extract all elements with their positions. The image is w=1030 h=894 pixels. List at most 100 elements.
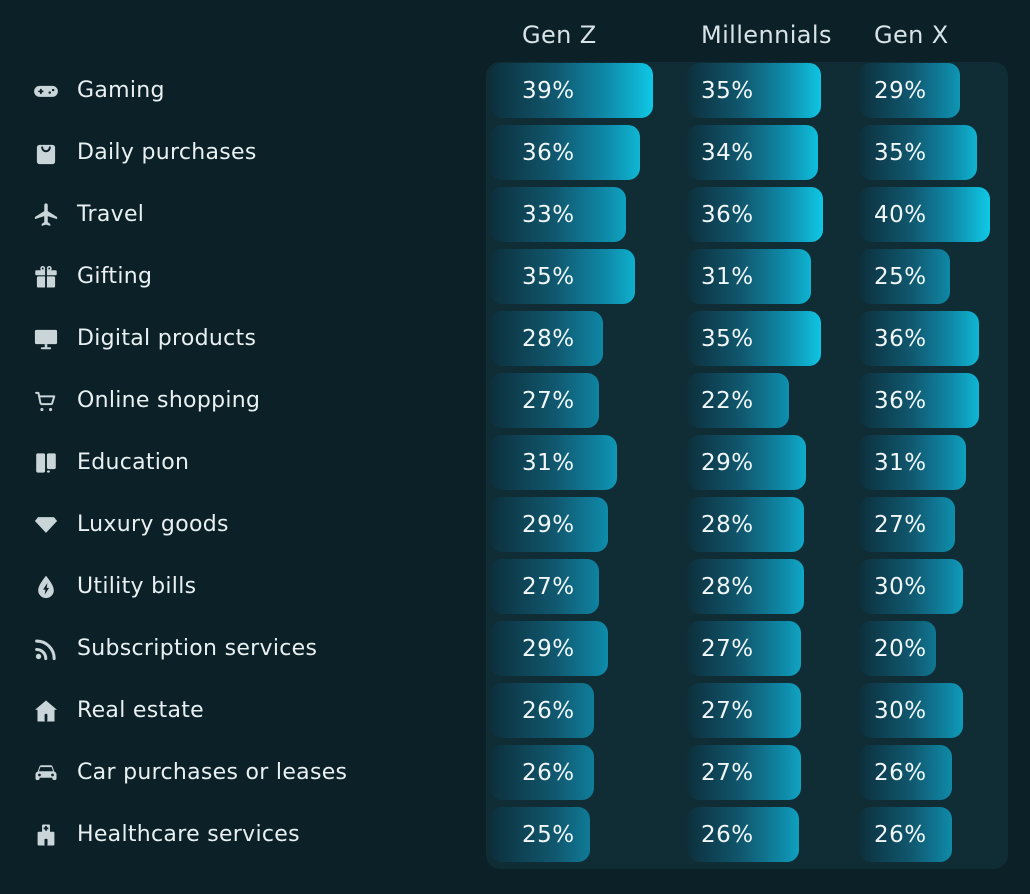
value-bar <box>859 435 966 490</box>
bar-value-label: 30% <box>874 559 927 614</box>
gem-icon <box>32 511 60 539</box>
value-bar <box>859 559 963 614</box>
bar-value-unit: % <box>731 139 754 166</box>
value-bar <box>859 125 977 180</box>
bar-value-unit: % <box>904 573 927 600</box>
value-bar <box>687 63 821 118</box>
bar-value-unit: % <box>552 573 575 600</box>
bar-value-unit: % <box>552 139 575 166</box>
bar-value-label: 26% <box>701 807 754 862</box>
value-bar <box>859 807 952 862</box>
hospital-icon <box>32 821 60 849</box>
bar-value-unit: % <box>552 77 575 104</box>
category-label: Gaming <box>77 78 165 103</box>
bar-value-unit: % <box>552 759 575 786</box>
bar-value-number: 35 <box>701 325 732 352</box>
value-bar <box>859 497 955 552</box>
value-bar <box>490 807 590 862</box>
column-header-gen-x: Gen X <box>874 21 949 49</box>
bar-value-number: 36 <box>522 139 553 166</box>
car-icon <box>32 759 60 787</box>
bar-value-label: 27% <box>522 559 575 614</box>
rss-icon <box>32 635 60 663</box>
bar-value-number: 29 <box>522 511 553 538</box>
value-bar <box>490 683 594 738</box>
value-bar <box>490 125 640 180</box>
bar-value-number: 20 <box>874 635 905 662</box>
bar-value-label: 27% <box>701 683 754 738</box>
bar-value-label: 25% <box>522 807 575 862</box>
bar-value-unit: % <box>904 325 927 352</box>
bar-value-label: 29% <box>522 497 575 552</box>
bar-value-unit: % <box>552 511 575 538</box>
bar-value-label: 31% <box>701 249 754 304</box>
bar-value-unit: % <box>731 387 754 414</box>
bar-value-number: 28 <box>701 573 732 600</box>
bar-value-number: 31 <box>874 449 905 476</box>
bar-value-number: 22 <box>701 387 732 414</box>
bar-value-label: 35% <box>701 63 754 118</box>
bar-value-number: 27 <box>701 759 732 786</box>
bar-value-number: 26 <box>874 759 905 786</box>
value-bar <box>687 683 801 738</box>
category-label: Gifting <box>77 264 153 289</box>
value-bar <box>490 497 608 552</box>
bar-value-unit: % <box>731 821 754 848</box>
category-label: Luxury goods <box>77 512 229 537</box>
bar-value-number: 27 <box>874 511 905 538</box>
category-label: Travel <box>77 202 145 227</box>
bar-value-number: 29 <box>522 635 553 662</box>
bar-value-unit: % <box>731 325 754 352</box>
gift-icon <box>32 263 60 291</box>
bar-value-number: 27 <box>701 635 732 662</box>
bar-value-unit: % <box>904 449 927 476</box>
bar-value-number: 31 <box>701 263 732 290</box>
bar-value-unit: % <box>731 449 754 476</box>
bar-value-unit: % <box>904 387 927 414</box>
bar-value-label: 31% <box>874 435 927 490</box>
bar-value-number: 30 <box>874 697 905 724</box>
bar-value-unit: % <box>904 201 927 228</box>
bar-value-number: 40 <box>874 201 905 228</box>
bar-value-label: 25% <box>874 249 927 304</box>
bar-value-label: 28% <box>522 311 575 366</box>
bar-value-unit: % <box>731 201 754 228</box>
plane-icon <box>32 201 60 229</box>
bar-value-unit: % <box>904 511 927 538</box>
category-label: Digital products <box>77 326 257 351</box>
bar-value-label: 35% <box>874 125 927 180</box>
bar-value-unit: % <box>731 263 754 290</box>
bar-value-number: 26 <box>522 697 553 724</box>
value-bar <box>687 187 823 242</box>
bar-value-unit: % <box>904 759 927 786</box>
value-bar <box>859 683 963 738</box>
category-label: Utility bills <box>77 574 197 599</box>
bar-value-label: 28% <box>701 497 754 552</box>
value-bar <box>687 745 801 800</box>
shopping-bag-icon <box>32 139 60 167</box>
value-bar <box>490 559 599 614</box>
bar-value-number: 26 <box>874 821 905 848</box>
bar-value-number: 27 <box>701 697 732 724</box>
category-label: Healthcare services <box>77 822 300 847</box>
category-label: Online shopping <box>77 388 261 413</box>
bar-value-unit: % <box>552 821 575 848</box>
bar-value-number: 25 <box>874 263 905 290</box>
bar-value-unit: % <box>904 697 927 724</box>
bar-value-label: 36% <box>874 311 927 366</box>
bar-value-label: 26% <box>522 683 575 738</box>
bar-value-number: 36 <box>701 201 732 228</box>
bar-value-number: 35 <box>522 263 553 290</box>
bar-value-unit: % <box>731 697 754 724</box>
value-bar <box>687 559 804 614</box>
value-bar <box>490 373 599 428</box>
bar-value-number: 28 <box>701 511 732 538</box>
bar-value-number: 26 <box>522 759 553 786</box>
category-label: Subscription services <box>77 636 318 661</box>
bar-value-label: 27% <box>874 497 927 552</box>
value-bar <box>859 621 936 676</box>
bar-value-unit: % <box>731 77 754 104</box>
bar-value-label: 26% <box>874 745 927 800</box>
bar-value-label: 20% <box>874 621 927 676</box>
